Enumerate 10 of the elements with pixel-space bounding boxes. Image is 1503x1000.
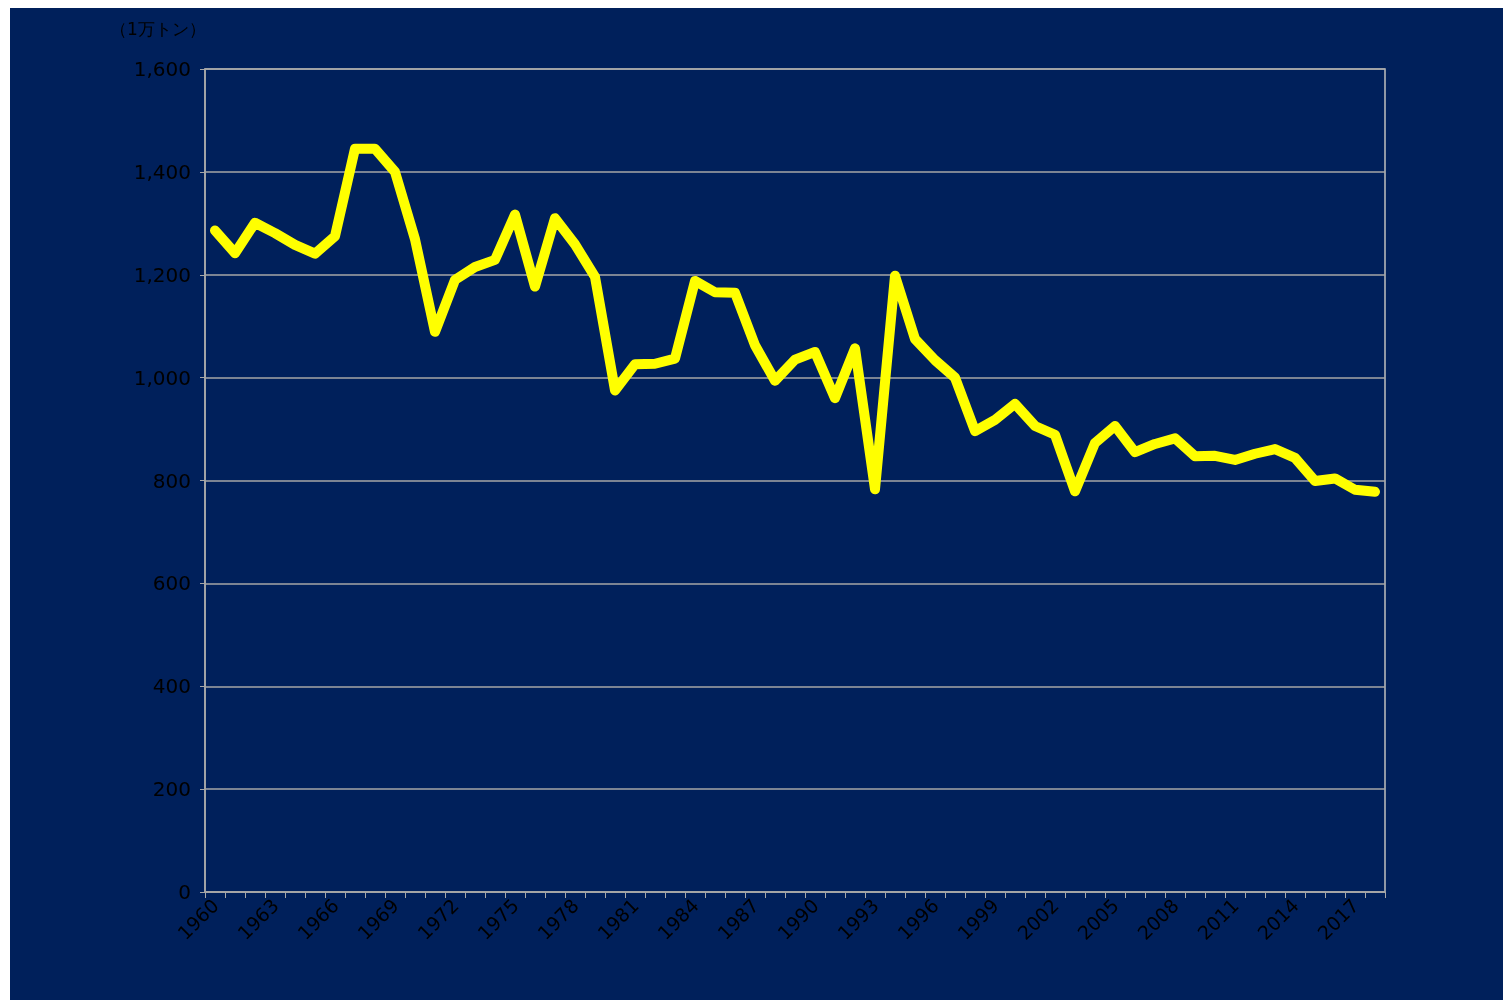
y-tick-label: 1,200 xyxy=(133,262,191,287)
y-tick-label: 1,000 xyxy=(133,365,191,390)
y-axis-title: （1万トン） xyxy=(110,18,206,39)
y-tick-label: 0 xyxy=(178,880,191,904)
y-tick-label: 1,600 xyxy=(133,57,191,81)
y-tick-label: 600 xyxy=(152,571,191,596)
y-tick-label: 800 xyxy=(152,468,191,493)
y-tick-label: 200 xyxy=(152,777,191,802)
y-tick-label: 400 xyxy=(152,674,191,699)
y-tick-label: 1,400 xyxy=(133,159,191,184)
